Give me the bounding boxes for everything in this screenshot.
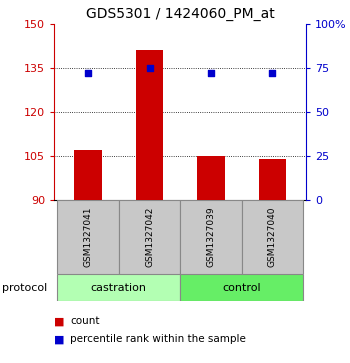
Text: protocol: protocol (2, 283, 47, 293)
Bar (259, 159, 286, 200)
Bar (197, 156, 225, 200)
Point (208, 70, 214, 76)
Text: GSM1327040: GSM1327040 (268, 207, 277, 267)
Text: percentile rank within the sample: percentile rank within the sample (70, 334, 246, 344)
Text: GSM1327039: GSM1327039 (206, 207, 216, 267)
Text: castration: castration (91, 283, 147, 293)
Bar (242, 200, 303, 274)
Bar (136, 50, 163, 200)
Text: count: count (70, 316, 99, 326)
Title: GDS5301 / 1424060_PM_at: GDS5301 / 1424060_PM_at (86, 7, 275, 21)
Text: GSM1327041: GSM1327041 (84, 207, 92, 267)
Text: control: control (222, 283, 261, 293)
Bar (57, 274, 180, 301)
Point (85, 70, 91, 76)
Text: GSM1327042: GSM1327042 (145, 207, 154, 267)
Point (147, 65, 152, 70)
Bar (180, 274, 303, 301)
Text: ■: ■ (54, 334, 65, 344)
Bar (119, 200, 180, 274)
Bar (74, 150, 102, 200)
Bar (57, 200, 119, 274)
Bar (180, 200, 242, 274)
Point (270, 70, 275, 76)
Text: ■: ■ (54, 316, 65, 326)
